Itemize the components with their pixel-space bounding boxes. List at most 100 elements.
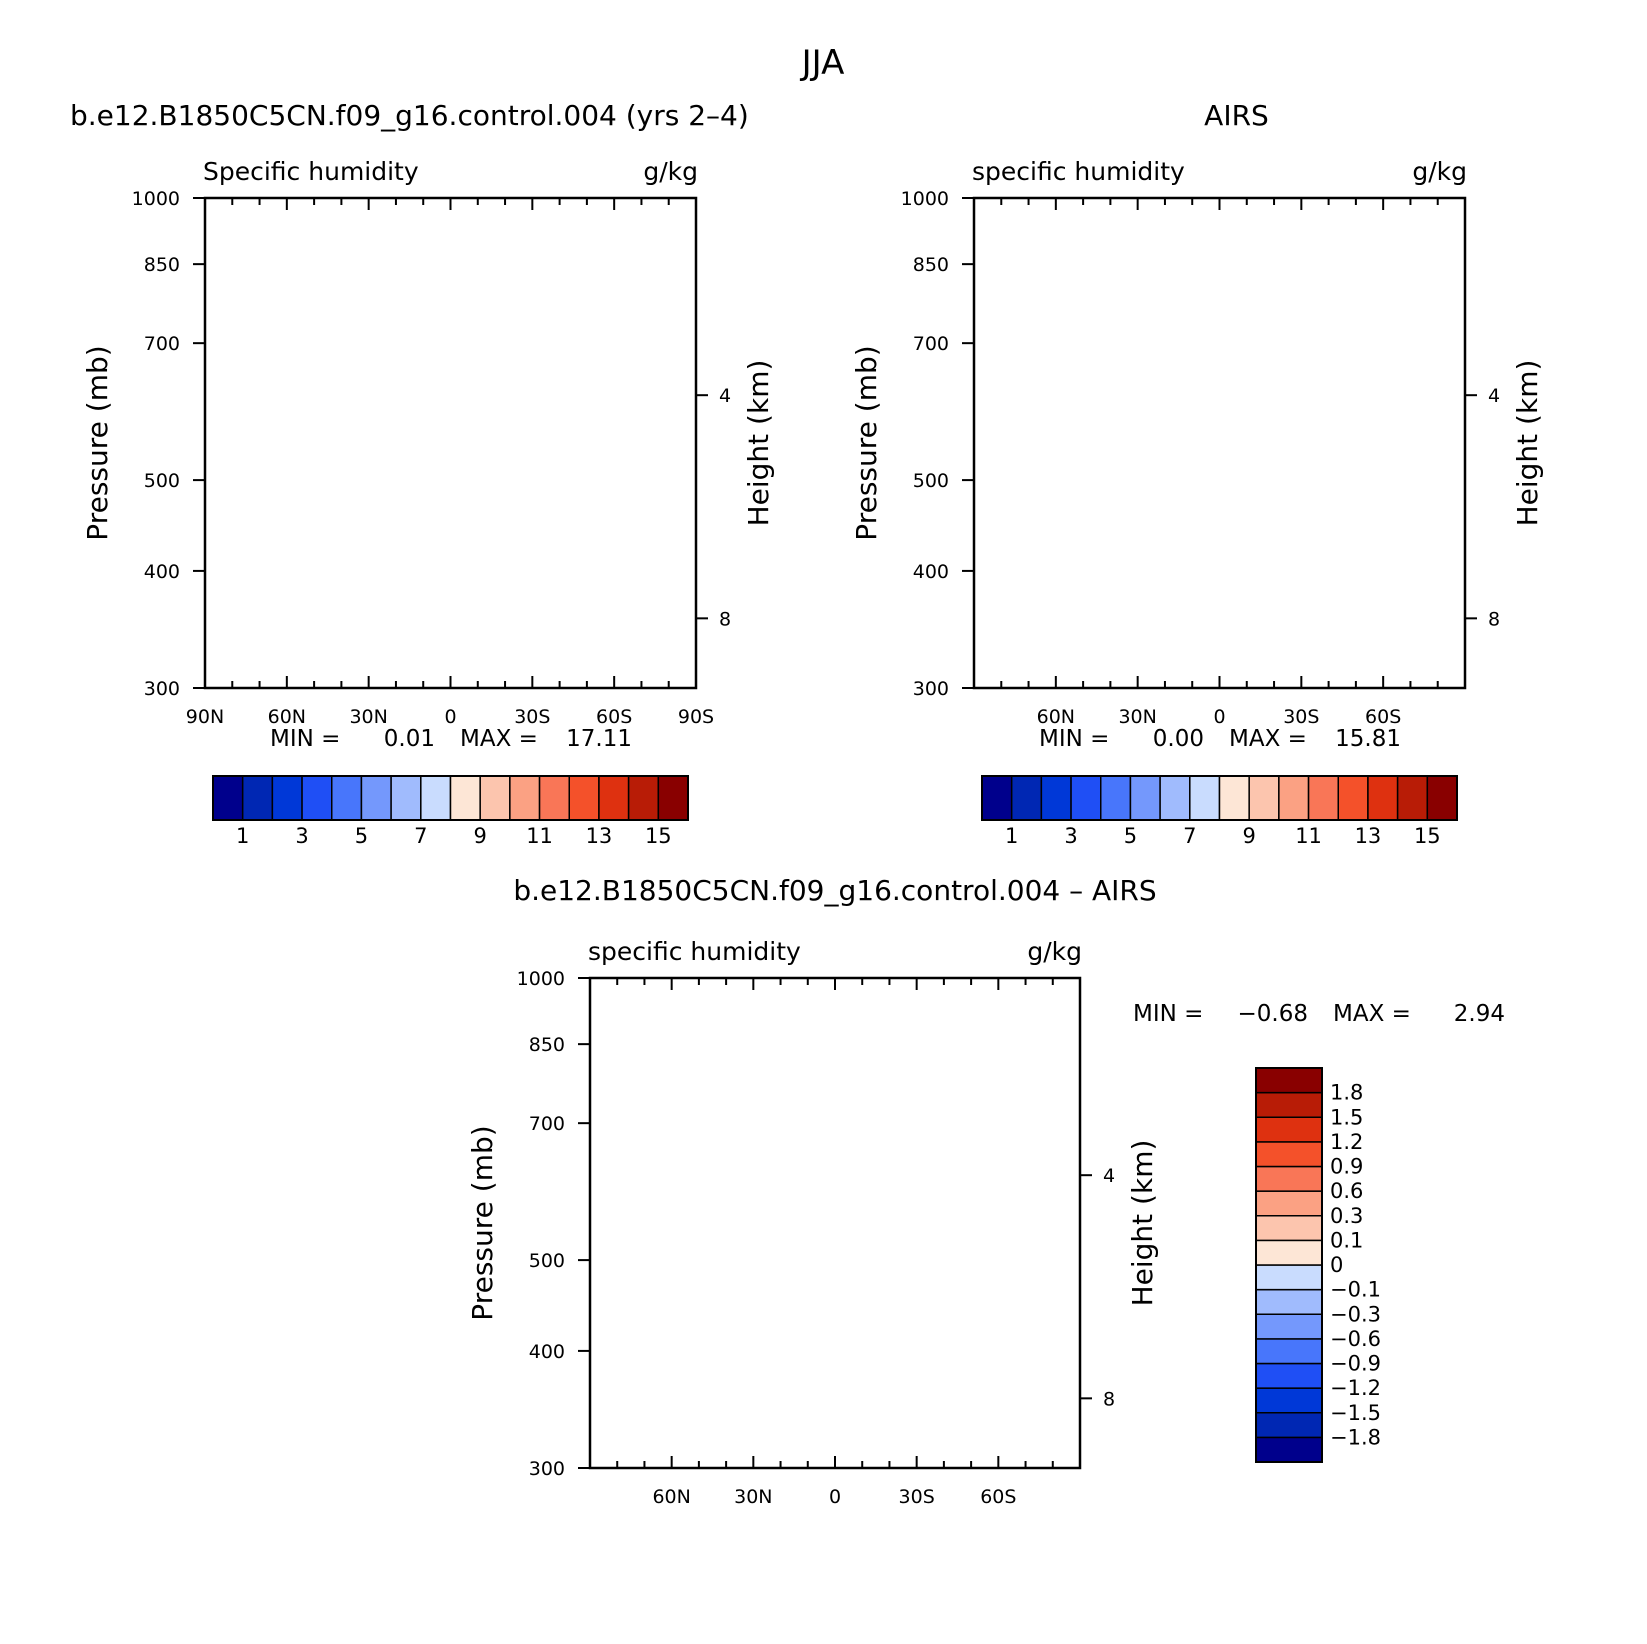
- colorbar-swatch: [1129, 775, 1161, 821]
- max-value: 2.94: [1454, 1001, 1505, 1027]
- colorbar-swatch: [331, 775, 363, 821]
- colorbar-label: 11: [1295, 824, 1322, 848]
- height-tick-label: 8: [1103, 1388, 1115, 1410]
- colorbar-swatch: [1040, 775, 1072, 821]
- y-axis-label: Pressure (mb): [850, 345, 883, 540]
- colorbar-swatch: [1255, 1190, 1323, 1217]
- colorbar-swatch: [1218, 775, 1250, 821]
- colorbar-label: 0.1: [1330, 1228, 1363, 1252]
- x-tick-label: 30S: [1283, 706, 1319, 728]
- x-tick-label: 90S: [678, 706, 714, 728]
- subtitle-units: g/kg: [1027, 937, 1082, 966]
- y-axis-label-right: Height (km): [1511, 360, 1544, 527]
- x-tick-label: 60N: [652, 1486, 690, 1508]
- x-tick-label: 30N: [1118, 706, 1156, 728]
- colorbar-label: 11: [526, 824, 553, 848]
- x-tick-label: 60S: [596, 706, 632, 728]
- x-tick-label: 60S: [980, 1486, 1016, 1508]
- colorbar-label: 1.5: [1330, 1105, 1363, 1129]
- y-tick-label: 1000: [132, 188, 180, 210]
- panel-title: b.e12.B1850C5CN.f09_g16.control.004 (yrs…: [70, 99, 749, 132]
- colorbar-swatch: [1100, 775, 1132, 821]
- colorbar-label: 5: [1124, 824, 1137, 848]
- y-tick-label: 850: [529, 1034, 565, 1056]
- colorbar-swatch: [1255, 1165, 1323, 1192]
- colorbar-swatch: [1255, 1288, 1323, 1315]
- panels-layer: b.e12.B1850C5CN.f09_g16.control.004 (yrs…: [70, 99, 1544, 1508]
- colorbar-swatch: [1255, 1362, 1323, 1389]
- colorbar-swatch: [1278, 775, 1310, 821]
- x-tick-label: 60S: [1365, 706, 1401, 728]
- min-value: 0.01: [384, 726, 435, 752]
- colorbar-swatch: [1070, 775, 1102, 821]
- x-tick-label: 0: [444, 706, 456, 728]
- colorbar-label: 0.6: [1330, 1179, 1363, 1203]
- height-tick-label: 4: [1488, 385, 1500, 407]
- colorbar-swatch: [1426, 775, 1458, 821]
- colorbar-swatch: [1255, 1436, 1323, 1463]
- max-label: MAX =: [460, 726, 538, 752]
- subtitle-units: g/kg: [1412, 157, 1467, 186]
- colorbar-swatch: [1396, 775, 1429, 821]
- height-tick-label: 4: [719, 385, 731, 407]
- colorbar-label: −0.1: [1330, 1278, 1381, 1302]
- colorbar-label: −1.2: [1330, 1376, 1381, 1400]
- colorbar-label: 7: [414, 824, 427, 848]
- y-tick-label: 700: [144, 333, 180, 355]
- subtitle-left: specific humidity: [588, 937, 801, 966]
- y-axis-label: Pressure (mb): [81, 345, 114, 540]
- colorbar-swatch: [1255, 1091, 1323, 1118]
- colorbar-swatch: [1255, 1239, 1323, 1266]
- colorbar-swatch: [1337, 775, 1369, 821]
- max-value: 17.11: [566, 726, 632, 752]
- colorbar-swatch: [449, 775, 481, 821]
- y-tick-label: 700: [913, 333, 949, 355]
- subtitle-units: g/kg: [643, 157, 698, 186]
- y-tick-label: 400: [529, 1341, 565, 1363]
- subtitle-left: Specific humidity: [203, 157, 419, 186]
- colorbar-swatch: [1307, 775, 1339, 821]
- colorbar-swatch: [1255, 1141, 1323, 1168]
- colorbar-swatch: [627, 775, 660, 821]
- colorbar-label: 15: [1414, 824, 1441, 848]
- y-tick-label: 300: [144, 678, 180, 700]
- plot-frame: [588, 976, 1082, 1470]
- colorbar-label: 13: [1355, 824, 1382, 848]
- colorbar-label: 9: [474, 824, 487, 848]
- height-tick-label: 8: [719, 608, 731, 630]
- y-tick-label: 700: [529, 1113, 565, 1135]
- y-tick-label: 300: [913, 678, 949, 700]
- y-tick-label: 300: [529, 1458, 565, 1480]
- panel-title: AIRS: [1204, 99, 1269, 132]
- colorbar-swatch: [981, 775, 1013, 821]
- colorbar-label: 0.3: [1330, 1204, 1363, 1228]
- x-tick-label: 30S: [514, 706, 550, 728]
- max-label: MAX =: [1229, 726, 1307, 752]
- colorbar-swatch: [271, 775, 303, 821]
- colorbar-swatch: [1255, 1215, 1323, 1242]
- y-tick-label: 1000: [901, 188, 949, 210]
- colorbar-swatch: [1255, 1338, 1323, 1365]
- colorbar-label: 1: [1005, 824, 1018, 848]
- min-value: −0.68: [1238, 1001, 1308, 1027]
- colorbar-label: 1.8: [1330, 1081, 1363, 1105]
- colorbar-swatch: [390, 775, 422, 821]
- colorbar-label: −1.8: [1330, 1425, 1381, 1449]
- x-tick-label: 60N: [1037, 706, 1075, 728]
- colorbar-swatch: [1255, 1313, 1323, 1340]
- y-tick-label: 1000: [517, 968, 565, 990]
- colorbar-label: −1.5: [1330, 1401, 1381, 1425]
- colorbar-swatch: [479, 775, 511, 821]
- colorbar-swatch: [509, 775, 541, 821]
- colorbar-label: 15: [645, 824, 672, 848]
- height-tick-label: 4: [1103, 1165, 1115, 1187]
- max-label: MAX =: [1333, 1001, 1411, 1027]
- colorbar-obs: 1 3 5 7 9 11 13 15: [981, 775, 1458, 848]
- colorbar-swatch: [598, 775, 630, 821]
- colorbar-swatch: [1255, 1067, 1323, 1094]
- y-axis-label: Pressure (mb): [466, 1125, 499, 1320]
- colorbar-frame: [981, 775, 1458, 821]
- colorbar-swatch: [1010, 775, 1043, 821]
- y-tick-label: 850: [913, 254, 949, 276]
